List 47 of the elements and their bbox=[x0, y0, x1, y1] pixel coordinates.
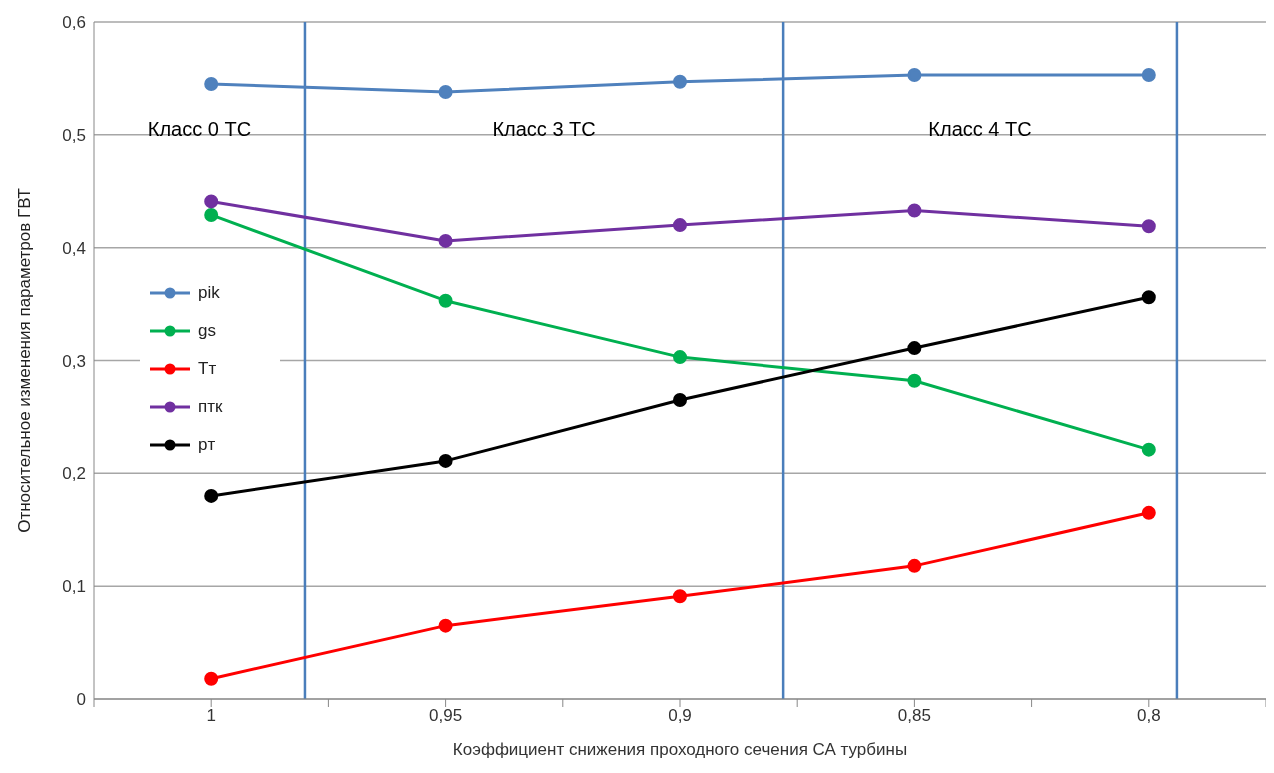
point bbox=[204, 671, 219, 686]
legend-label: птк bbox=[198, 397, 223, 417]
annotation: Класс 0 ТС bbox=[147, 117, 252, 140]
point bbox=[907, 203, 922, 218]
point bbox=[204, 488, 219, 503]
x-tick-label: 0,8 bbox=[1136, 706, 1161, 726]
point bbox=[673, 392, 687, 407]
point bbox=[907, 373, 922, 388]
x-axis-title: Коэффициент снижения проходного сечения СА турбины bbox=[452, 740, 908, 759]
x-tick-label: 1 bbox=[206, 706, 216, 726]
y-tick-label: 0,4 bbox=[62, 238, 86, 258]
point bbox=[438, 618, 453, 633]
point bbox=[1141, 505, 1156, 520]
y-tick-label: 0,5 bbox=[62, 125, 86, 145]
point bbox=[1141, 68, 1156, 83]
point bbox=[204, 194, 219, 209]
x-tick-label: 0,95 bbox=[429, 706, 463, 726]
point bbox=[673, 589, 687, 604]
legend-label: gs bbox=[198, 321, 216, 341]
point bbox=[1141, 219, 1156, 234]
annotation: Класс 4 ТС bbox=[928, 117, 1032, 140]
legend-label: pik bbox=[198, 283, 220, 303]
point bbox=[1141, 442, 1156, 457]
legend-label: pт bbox=[198, 435, 216, 455]
annotation: Класс 3 ТС bbox=[492, 117, 596, 140]
y-axis-title: Относительное изменения параметров ГВТ bbox=[15, 188, 35, 533]
y-tick-label: 0 bbox=[76, 690, 86, 710]
point bbox=[673, 350, 687, 365]
point bbox=[907, 68, 922, 83]
y-tick-label: 0,1 bbox=[62, 577, 86, 597]
point bbox=[438, 84, 453, 99]
legend-label: Tт bbox=[198, 359, 217, 379]
point bbox=[438, 293, 453, 308]
point bbox=[907, 341, 922, 356]
point bbox=[673, 74, 687, 89]
point bbox=[204, 207, 219, 222]
x-tick-label: 0,9 bbox=[668, 706, 692, 726]
point bbox=[1141, 290, 1156, 305]
point bbox=[204, 77, 219, 92]
point bbox=[673, 218, 687, 233]
y-tick-label: 0,6 bbox=[62, 13, 86, 33]
y-tick-label: 0,2 bbox=[62, 464, 86, 484]
x-tick-label: 0,85 bbox=[897, 706, 931, 726]
point bbox=[907, 558, 922, 573]
point bbox=[438, 233, 453, 248]
y-tick-label: 0,3 bbox=[62, 351, 86, 371]
point bbox=[438, 453, 453, 468]
